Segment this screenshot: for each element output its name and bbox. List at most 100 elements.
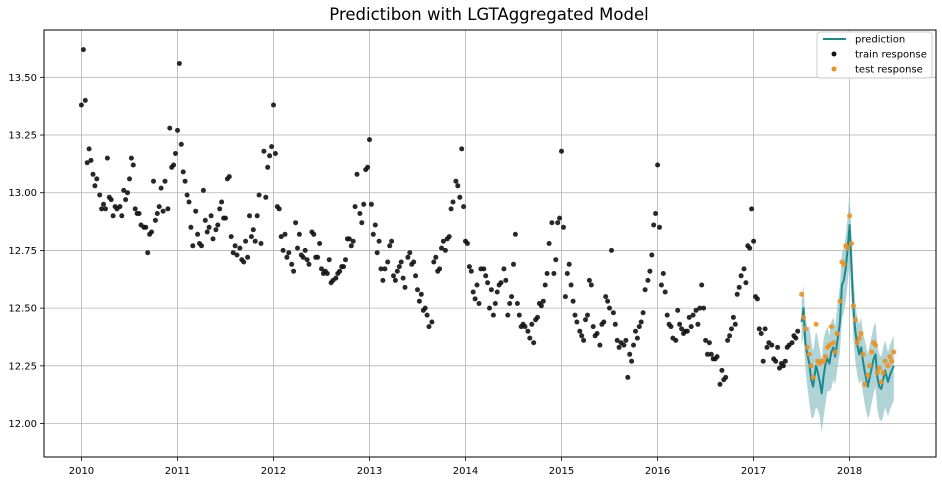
- y-tick-label: 13.25: [8, 131, 37, 142]
- train-response-point: [343, 257, 348, 263]
- test-response-point: [869, 349, 875, 355]
- test-response-point: [823, 354, 829, 360]
- train-response-point: [245, 254, 251, 260]
- train-response-point: [764, 344, 770, 350]
- test-response-point: [806, 351, 812, 357]
- train-response-point: [272, 151, 278, 156]
- train-response-point: [263, 194, 269, 200]
- train-response-point: [795, 328, 801, 334]
- train-response-point: [658, 282, 664, 288]
- train-response-point: [108, 197, 114, 203]
- train-response-point: [597, 342, 603, 348]
- train-response-point: [267, 153, 273, 159]
- train-response-point: [699, 282, 705, 288]
- train-response-point: [361, 201, 367, 207]
- train-response-point: [481, 266, 487, 272]
- train-response-point: [450, 199, 456, 205]
- train-response-point: [623, 337, 629, 343]
- test-response-point: [862, 381, 868, 387]
- train-response-point: [490, 312, 496, 318]
- train-response-point: [117, 204, 123, 210]
- train-response-point: [354, 171, 360, 177]
- train-response-point: [252, 238, 258, 244]
- train-response-point: [655, 162, 661, 168]
- train-response-point: [213, 227, 219, 233]
- train-response-point: [529, 321, 535, 327]
- train-response-point: [206, 224, 212, 230]
- train-response-point: [202, 217, 208, 223]
- train-response-point: [625, 374, 631, 380]
- train-response-point: [418, 291, 424, 297]
- train-response-point: [561, 224, 566, 230]
- train-response-point: [762, 326, 768, 332]
- train-response-point: [603, 294, 609, 300]
- train-response-point: [123, 197, 129, 203]
- train-response-point: [367, 137, 372, 143]
- train-response-point: [633, 328, 638, 334]
- train-response-point: [370, 231, 376, 237]
- train-response-point: [695, 321, 701, 327]
- train-response-point: [424, 312, 430, 318]
- train-response-point: [455, 183, 461, 189]
- train-response-point: [741, 266, 747, 272]
- train-response-point: [690, 312, 696, 318]
- test-response-point: [860, 351, 866, 357]
- train-response-point: [574, 319, 580, 325]
- train-response-point: [673, 337, 679, 343]
- train-response-point: [280, 247, 286, 253]
- test-response-point: [799, 291, 805, 297]
- train-response-point: [717, 381, 723, 387]
- train-response-point: [585, 312, 590, 318]
- x-tick-label: 2018: [837, 466, 862, 477]
- train-response-point: [492, 301, 498, 306]
- train-response-point: [756, 326, 762, 332]
- train-response-point: [127, 176, 132, 182]
- train-response-point: [247, 213, 252, 219]
- train-response-point: [243, 238, 249, 244]
- test-response-point: [810, 374, 816, 380]
- test-response-point: [880, 370, 886, 376]
- x-tick-label: 2013: [357, 466, 382, 477]
- train-response-point: [223, 215, 228, 221]
- test-response-point: [865, 372, 871, 378]
- legend-box: [816, 31, 933, 79]
- train-response-point: [729, 326, 734, 332]
- train-response-point: [337, 268, 343, 274]
- train-response-point: [638, 319, 644, 325]
- test-response-point: [889, 358, 895, 364]
- train-response-point: [634, 335, 640, 341]
- train-response-point: [474, 282, 480, 288]
- train-response-point: [86, 146, 92, 152]
- train-response-point: [793, 335, 799, 341]
- train-response-point: [754, 296, 760, 302]
- train-response-point: [110, 213, 116, 219]
- test-response-point: [873, 342, 878, 348]
- train-response-point: [291, 268, 297, 274]
- test-response-point: [858, 331, 864, 336]
- train-response-point: [544, 271, 550, 276]
- legend-label: test response: [855, 65, 923, 76]
- train-response-point: [171, 162, 177, 168]
- train-response-point: [609, 247, 614, 253]
- train-response-point: [217, 206, 223, 212]
- train-response-point: [398, 259, 404, 265]
- train-response-point: [411, 259, 417, 265]
- train-response-point: [180, 169, 186, 175]
- y-tick-label: 12.50: [8, 304, 37, 315]
- train-response-point: [248, 234, 254, 240]
- train-response-point: [234, 252, 240, 258]
- train-response-point: [226, 174, 232, 180]
- x-tick-label: 2014: [453, 466, 478, 477]
- train-response-point: [446, 234, 452, 240]
- test-response-point: [885, 363, 891, 369]
- train-response-point: [99, 206, 105, 212]
- train-response-point: [407, 250, 413, 256]
- train-response-point: [747, 245, 753, 251]
- test-response-point: [828, 324, 834, 330]
- x-axis: 2010 2011 2012 2013 2014 2015 2016 2017 2018: [69, 457, 862, 477]
- train-response-point: [601, 319, 607, 325]
- train-response-point: [186, 199, 192, 205]
- train-response-point: [540, 298, 546, 304]
- train-response-point: [237, 245, 243, 251]
